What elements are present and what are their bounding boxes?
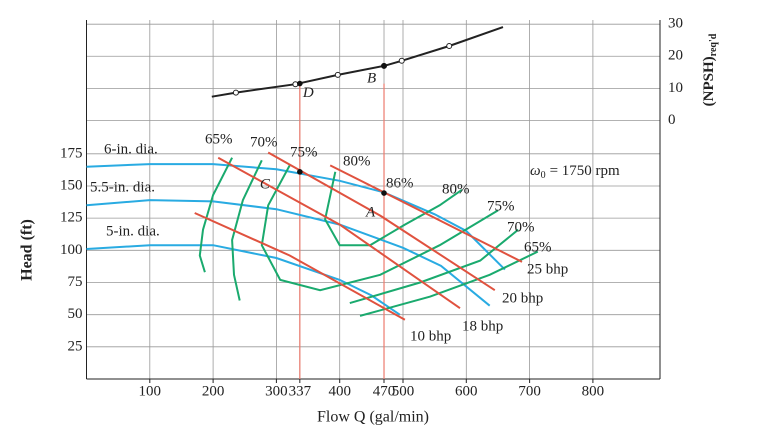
x-tick-label: 337 — [289, 383, 312, 399]
x-axis-label: Flow Q (gal/min) — [317, 409, 429, 426]
curve-label: 65% — [524, 239, 552, 255]
curve-label: 75% — [290, 144, 318, 160]
curve-label: 70% — [250, 134, 278, 150]
curve-label: 5.5-in. dia. — [90, 179, 155, 195]
curve-label: 80% — [442, 181, 470, 197]
x-tick-label: 700 — [518, 383, 541, 399]
curve — [260, 164, 499, 292]
curve-label: 18 bhp — [462, 318, 503, 334]
curve-label: 75% — [487, 198, 515, 214]
curve — [267, 151, 496, 292]
x-tick-label: 470 — [373, 383, 396, 399]
curve-label: 20 bhp — [502, 290, 543, 306]
x-tick-label: 100 — [139, 383, 162, 399]
y2-axis-label: (NPSH)req'd — [701, 33, 719, 106]
curve — [86, 199, 491, 307]
curve — [198, 157, 539, 317]
y2-tick-label: 30 — [668, 16, 683, 32]
x-tick-label: 300 — [265, 383, 288, 399]
y-tick-label: 25 — [68, 338, 83, 354]
curve-label: 25 bhp — [527, 261, 568, 277]
y-tick-label: 175 — [60, 145, 83, 161]
x-tick-label: 800 — [582, 383, 605, 399]
speed-label: ω0 = 1750 rpm — [530, 163, 620, 181]
curve — [86, 163, 506, 271]
npsh-marker — [398, 57, 405, 64]
y2-label-main: (NPSH) — [701, 56, 717, 106]
curve-label: 5-in. dia. — [106, 223, 160, 239]
curve — [86, 244, 401, 316]
curve-label: 10 bhp — [410, 328, 451, 344]
point-label: B — [367, 70, 376, 86]
npsh-marker — [232, 89, 239, 96]
point-label: D — [302, 85, 314, 101]
curve — [217, 156, 461, 310]
x-tick-label: 500 — [392, 383, 415, 399]
curve-label: 70% — [507, 219, 535, 235]
y-tick-label: 50 — [68, 306, 83, 322]
y-axis-label: Head (ft) — [19, 219, 36, 281]
curve — [194, 212, 406, 321]
npsh-marker — [446, 43, 453, 50]
speed-symbol: ω — [530, 163, 541, 179]
speed-text: = 1750 rpm — [550, 163, 620, 179]
y2-tick-label: 0 — [668, 112, 676, 128]
point — [297, 169, 303, 175]
y-tick-label: 100 — [60, 242, 83, 258]
y2-tick-label: 20 — [668, 48, 683, 64]
point — [381, 190, 387, 196]
y-tick-label: 125 — [60, 210, 83, 226]
point-label: C — [260, 176, 271, 192]
curve-label: 80% — [343, 153, 371, 169]
curve — [231, 159, 519, 305]
y2-tick-label: 10 — [668, 80, 683, 96]
curve — [211, 26, 504, 98]
y-tick-label: 150 — [60, 177, 83, 193]
point — [297, 80, 303, 87]
curve — [329, 164, 523, 263]
bep-label: 86% — [386, 175, 414, 191]
npsh-marker — [334, 71, 341, 78]
point — [381, 63, 387, 69]
point-label: A — [365, 205, 376, 221]
x-tick-label: 600 — [455, 383, 478, 399]
y-tick-label: 75 — [68, 274, 83, 290]
curve-label: 65% — [205, 131, 233, 147]
x-tick-label: 400 — [328, 383, 351, 399]
curve-label: 6-in. dia. — [104, 141, 158, 157]
y2-label-sub: req'd — [708, 33, 719, 56]
x-tick-label: 200 — [202, 383, 225, 399]
speed-subscript: 0 — [541, 170, 546, 181]
